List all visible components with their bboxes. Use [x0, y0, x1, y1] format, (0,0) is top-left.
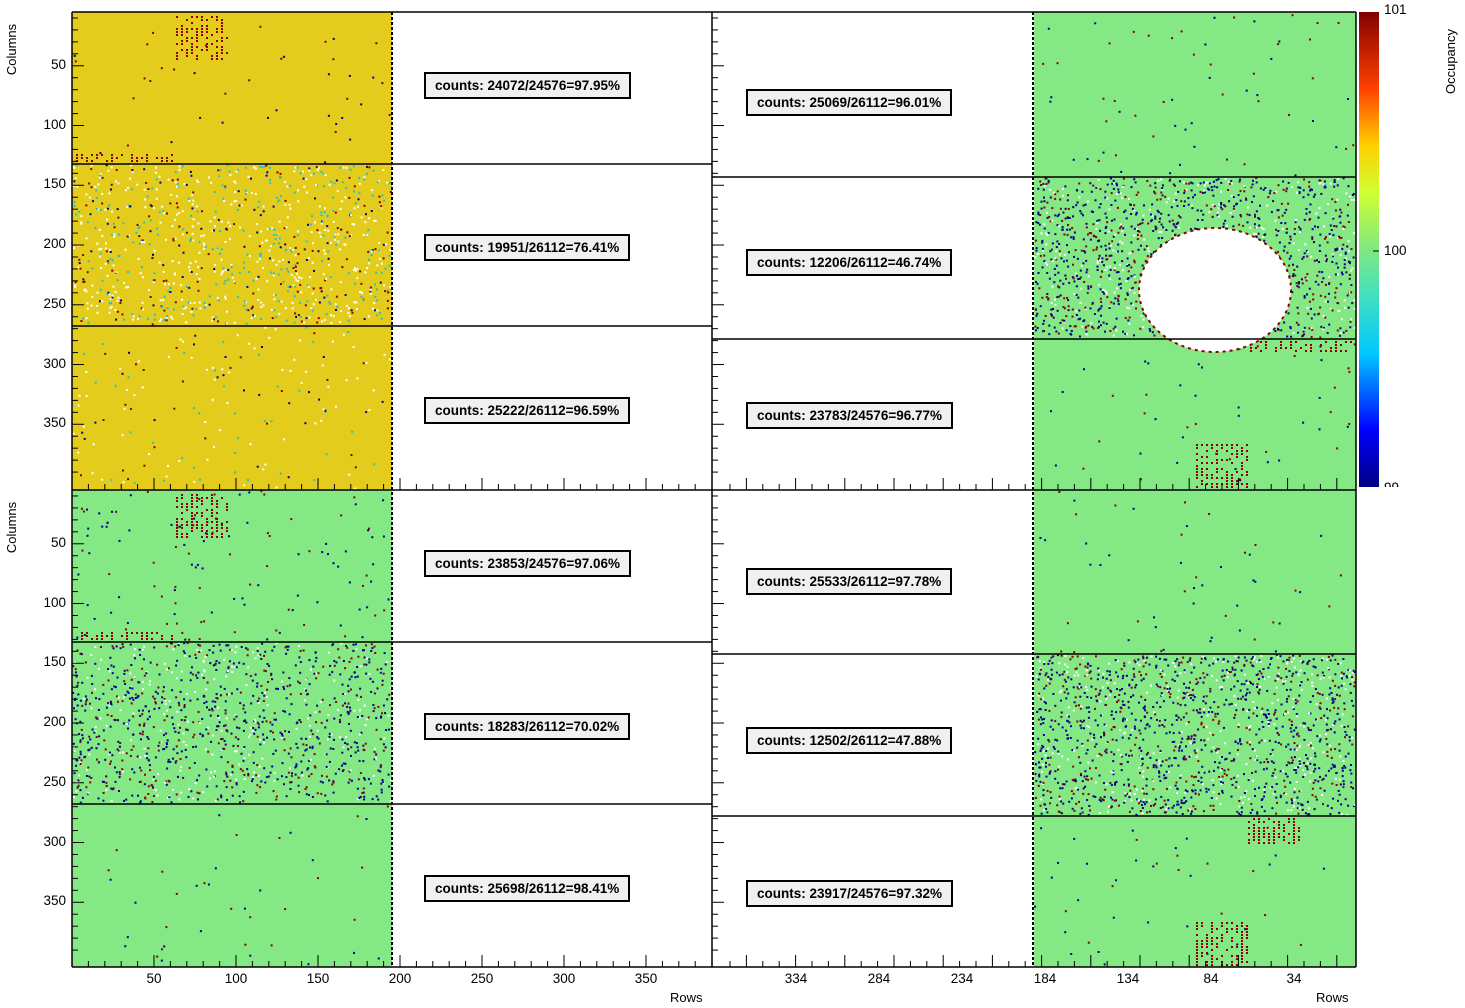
- counts-label: counts: 12206/26112=46.74%: [746, 249, 953, 276]
- pixel-noise: [1034, 826, 1325, 966]
- hot-pixel-cluster: [81, 632, 173, 640]
- pixel-noise: [1042, 14, 1355, 177]
- heatmap-layer: [72, 12, 1356, 967]
- y-tick-label: 200: [43, 236, 66, 252]
- x-tick-label: 200: [388, 971, 412, 986]
- y-axis-title-top: Columns: [4, 23, 20, 76]
- y-axis-title-bottom: Columns: [4, 501, 20, 554]
- counts-label: counts: 18283/26112=70.02%: [424, 713, 631, 740]
- counts-label: counts: 12502/26112=47.88%: [746, 727, 953, 754]
- pixel-noise: [107, 805, 389, 966]
- pixel-noise: [1039, 491, 1342, 654]
- x-tick-label: 134: [1116, 971, 1140, 986]
- hot-pixel-cluster: [1196, 444, 1248, 488]
- pixel-noise: [1050, 339, 1356, 482]
- pixel-noise: [72, 326, 391, 490]
- y-tick-label: 300: [43, 833, 66, 849]
- counts-label: counts: 25533/26112=97.78%: [746, 568, 953, 595]
- hot-pixel-cluster: [1248, 818, 1300, 844]
- x-tick-label: 150: [306, 971, 330, 986]
- x-tick-label: 334: [784, 971, 808, 986]
- hot-pixel-cluster: [176, 494, 228, 538]
- colorbar-mid-label: 100: [1384, 243, 1407, 258]
- chip-region: [72, 12, 392, 164]
- pixel-noise: [72, 164, 392, 326]
- y-tick-label: 250: [43, 773, 66, 789]
- chip-region: [1034, 12, 1356, 177]
- x-tick-label: 300: [552, 971, 576, 986]
- y-tick-label: 50: [50, 56, 66, 72]
- x-axis-title-right: Rows: [1316, 990, 1349, 1005]
- x-axis-title-left: Rows: [670, 990, 703, 1005]
- y-tick-label: 150: [43, 654, 66, 670]
- y-tick-label: 50: [50, 534, 66, 550]
- colorbar-min-label: 99: [1384, 478, 1399, 487]
- colorbar-max-label: 101: [1384, 2, 1407, 17]
- frame-layer: [71, 11, 1357, 968]
- counts-label: counts: 24072/24576=97.95%: [424, 72, 631, 99]
- counts-label: counts: 23917/24576=97.32%: [746, 880, 953, 907]
- hot-pixel-cluster: [176, 16, 228, 60]
- chip-region: [1034, 816, 1356, 967]
- counts-label: counts: 23853/24576=97.06%: [424, 550, 631, 577]
- hot-pixel-cluster: [1250, 341, 1352, 352]
- x-tick-label: 284: [867, 971, 891, 986]
- counts-label: counts: 25698/26112=98.41%: [424, 875, 631, 902]
- counts-label: counts: 25069/26112=96.01%: [746, 89, 953, 116]
- counts-label: counts: 25222/26112=96.59%: [424, 397, 631, 424]
- x-tick-label: 34: [1286, 971, 1302, 986]
- colorbar: [1359, 12, 1379, 487]
- colorbar-title: Occupancy: [1443, 28, 1459, 95]
- hot-pixel-cluster: [1196, 922, 1248, 966]
- y-tick-label: 350: [43, 893, 66, 909]
- chip-region: [1034, 490, 1356, 654]
- y-tick-label: 250: [43, 295, 66, 311]
- y-tick-label: 300: [43, 355, 66, 371]
- x-tick-label: 250: [470, 971, 494, 986]
- y-tick-label: 100: [43, 116, 66, 132]
- dead-region: [1138, 227, 1292, 353]
- chip-region: [1034, 339, 1356, 490]
- chip-region: [72, 326, 392, 490]
- chip-region: [72, 804, 392, 967]
- chip-region: [72, 642, 392, 804]
- x-tick-label: 234: [950, 971, 974, 986]
- x-tick-label: 84: [1203, 971, 1219, 986]
- y-tick-label: 350: [43, 415, 66, 431]
- y-tick-label: 200: [43, 714, 66, 730]
- x-tick-label: 184: [1033, 971, 1057, 986]
- y-tick-label: 150: [43, 176, 66, 192]
- pixel-noise: [72, 642, 392, 804]
- x-tick-label: 100: [224, 971, 248, 986]
- x-tick-label: 350: [634, 971, 658, 986]
- counts-label: counts: 23783/24576=96.77%: [746, 402, 953, 429]
- pixel-noise: [1034, 654, 1356, 816]
- x-tick-label: 50: [146, 971, 162, 986]
- counts-label: counts: 19951/26112=76.41%: [424, 234, 631, 261]
- y-tick-label: 100: [43, 594, 66, 610]
- pixel-noise: [73, 25, 391, 164]
- chip-region: [72, 490, 392, 642]
